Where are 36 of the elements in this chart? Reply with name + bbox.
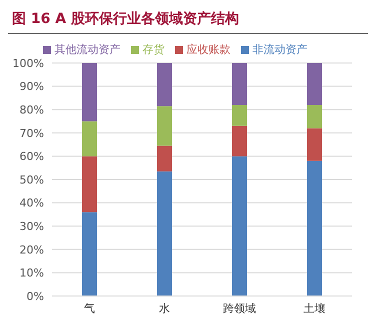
bar bbox=[307, 128, 322, 161]
bar bbox=[307, 160, 322, 296]
y-tick-label: 10% bbox=[20, 266, 44, 280]
y-tick-label: 20% bbox=[20, 243, 44, 256]
bar bbox=[157, 171, 172, 296]
x-tick-label: 气 bbox=[84, 302, 95, 315]
y-tick-label: 60% bbox=[20, 150, 44, 164]
y-tick-label: 0% bbox=[26, 290, 44, 303]
bar bbox=[232, 126, 247, 156]
bar bbox=[232, 104, 247, 126]
bar bbox=[82, 63, 97, 122]
y-tick-label: 70% bbox=[20, 126, 44, 140]
chart-title: 图 16 A 股环保行业各领域资产结构 bbox=[8, 8, 368, 34]
bar bbox=[82, 156, 97, 212]
bar bbox=[157, 63, 172, 106]
x-tick-label: 土壤 bbox=[304, 302, 326, 315]
legend-label: 存货 bbox=[142, 43, 164, 56]
x-tick-label: 水 bbox=[159, 302, 170, 315]
bar bbox=[232, 156, 247, 296]
bar bbox=[307, 104, 322, 128]
y-tick-label: 30% bbox=[20, 220, 44, 234]
legend-label: 应收账款 bbox=[186, 43, 230, 56]
y-tick-label: 100% bbox=[12, 56, 44, 70]
bar bbox=[157, 106, 172, 146]
bar bbox=[307, 63, 322, 105]
bar bbox=[157, 146, 172, 172]
bar bbox=[82, 212, 97, 296]
y-tick-label: 40% bbox=[20, 196, 44, 210]
y-tick-label: 50% bbox=[20, 173, 44, 186]
bar bbox=[232, 63, 247, 105]
bar bbox=[82, 121, 97, 156]
legend-label: 其他流动资产 bbox=[54, 43, 120, 56]
x-tick-label: 跨领域 bbox=[223, 302, 256, 315]
y-tick-label: 80% bbox=[20, 104, 44, 117]
legend-label: 非流动资产 bbox=[252, 43, 308, 56]
y-tick-label: 90% bbox=[20, 80, 44, 94]
